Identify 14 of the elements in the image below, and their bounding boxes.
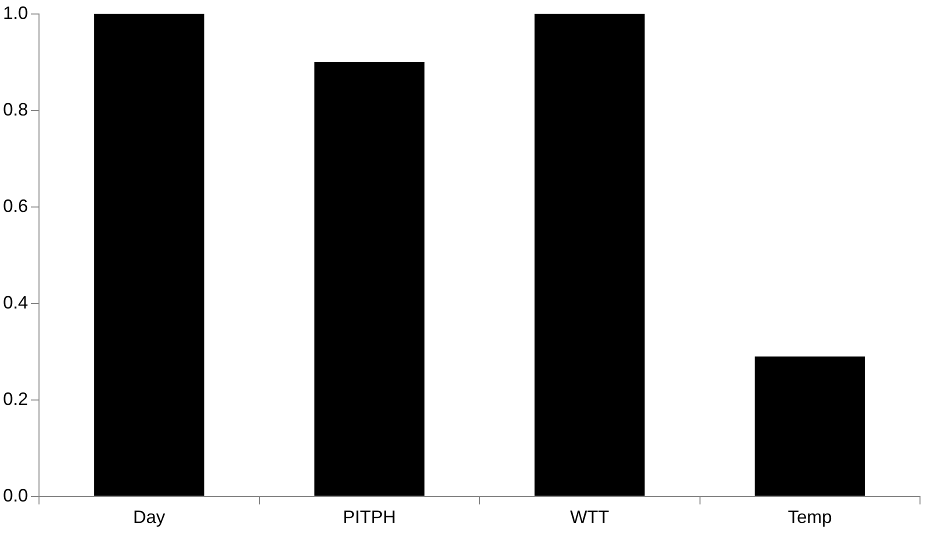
y-tick-label: 1.0 bbox=[2, 2, 28, 23]
y-tick-label: 0.4 bbox=[2, 292, 28, 312]
y-tick-label: 0.8 bbox=[2, 99, 28, 120]
y-tick-label: 0.6 bbox=[2, 196, 28, 216]
x-tick-label: PITPH bbox=[342, 507, 396, 528]
x-tick-label: Day bbox=[133, 507, 166, 528]
x-tick-label: WTT bbox=[570, 507, 610, 528]
bar bbox=[314, 62, 424, 496]
bar bbox=[94, 14, 204, 496]
y-tick-label: 0.2 bbox=[2, 388, 28, 409]
y-tick-label: 0.0 bbox=[2, 485, 28, 506]
bar bbox=[534, 14, 645, 496]
bar bbox=[754, 356, 865, 496]
x-tick-label: Temp bbox=[788, 507, 832, 528]
